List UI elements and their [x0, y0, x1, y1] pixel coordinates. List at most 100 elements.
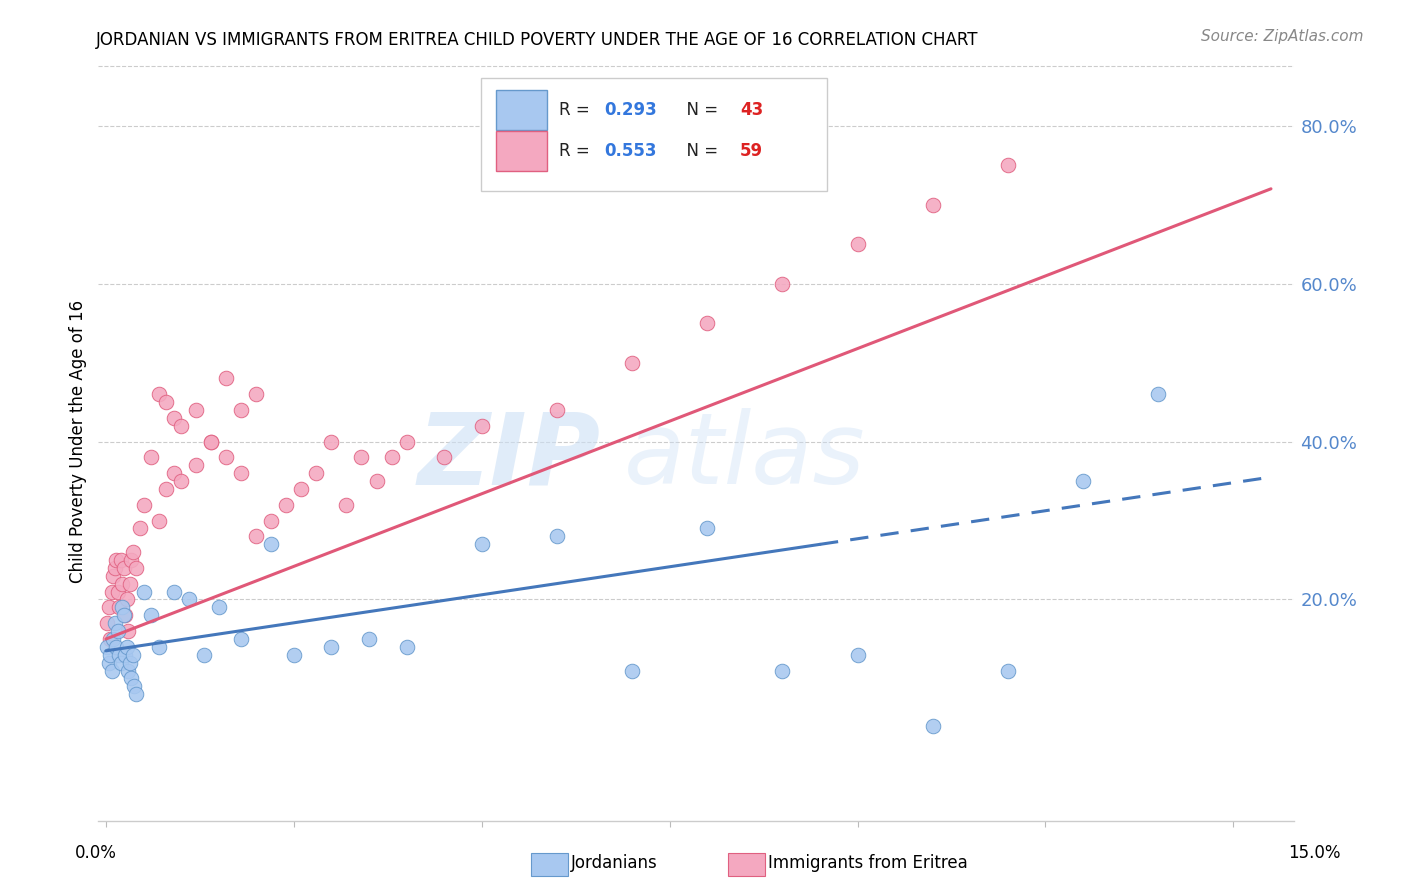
- Point: [118, 576, 141, 591]
- Point: [357, 632, 380, 646]
- FancyBboxPatch shape: [496, 131, 547, 171]
- Text: ZIP: ZIP: [418, 409, 600, 505]
- Point: [110, 553, 132, 567]
- Point: [121, 553, 143, 567]
- Point: [395, 434, 418, 449]
- Point: [321, 640, 343, 654]
- Point: [105, 553, 128, 567]
- FancyBboxPatch shape: [481, 78, 828, 191]
- Point: [114, 648, 136, 662]
- Point: [103, 632, 125, 646]
- Point: [335, 498, 357, 512]
- Point: [148, 640, 170, 654]
- Point: [96, 640, 118, 654]
- Text: R =: R =: [558, 142, 595, 161]
- Point: [111, 576, 134, 591]
- Point: [366, 474, 388, 488]
- Point: [921, 197, 943, 211]
- Point: [110, 656, 132, 670]
- Point: [245, 387, 267, 401]
- Point: [208, 600, 231, 615]
- Point: [103, 569, 125, 583]
- Text: JORDANIAN VS IMMIGRANTS FROM ERITREA CHILD POVERTY UNDER THE AGE OF 16 CORRELATI: JORDANIAN VS IMMIGRANTS FROM ERITREA CHI…: [96, 31, 979, 49]
- Point: [122, 545, 145, 559]
- Point: [107, 584, 129, 599]
- Point: [215, 450, 238, 465]
- Point: [101, 584, 124, 599]
- Point: [471, 418, 494, 433]
- Point: [111, 600, 134, 615]
- Point: [231, 403, 253, 417]
- Point: [107, 624, 129, 639]
- Point: [162, 410, 184, 425]
- Text: R =: R =: [558, 101, 595, 120]
- Point: [148, 514, 170, 528]
- Y-axis label: Child Poverty Under the Age of 16: Child Poverty Under the Age of 16: [69, 300, 87, 583]
- Point: [546, 403, 568, 417]
- Point: [118, 656, 141, 670]
- Point: [177, 592, 200, 607]
- Point: [200, 434, 222, 449]
- Point: [132, 584, 155, 599]
- Point: [162, 466, 184, 480]
- Point: [170, 418, 193, 433]
- Point: [170, 474, 193, 488]
- Point: [276, 498, 298, 512]
- Point: [621, 664, 644, 678]
- Point: [112, 561, 135, 575]
- Point: [184, 458, 207, 473]
- Point: [200, 434, 222, 449]
- FancyBboxPatch shape: [496, 90, 547, 130]
- Point: [105, 640, 128, 654]
- Text: 59: 59: [740, 142, 763, 161]
- Point: [380, 450, 402, 465]
- Point: [115, 592, 138, 607]
- Point: [321, 434, 343, 449]
- Point: [231, 466, 253, 480]
- Point: [770, 664, 793, 678]
- Point: [997, 158, 1019, 172]
- Point: [350, 450, 373, 465]
- Point: [155, 395, 177, 409]
- Point: [124, 679, 146, 693]
- Point: [100, 648, 122, 662]
- Point: [621, 355, 644, 369]
- Point: [193, 648, 215, 662]
- Point: [546, 529, 568, 543]
- Point: [215, 371, 238, 385]
- Point: [104, 616, 127, 631]
- Point: [184, 403, 207, 417]
- Point: [101, 664, 124, 678]
- Text: N =: N =: [676, 142, 723, 161]
- Point: [122, 648, 145, 662]
- Point: [128, 521, 150, 535]
- Point: [117, 664, 139, 678]
- Text: 15.0%: 15.0%: [1288, 844, 1341, 862]
- Point: [148, 387, 170, 401]
- Point: [125, 687, 148, 701]
- Point: [696, 521, 718, 535]
- Point: [305, 466, 328, 480]
- Point: [1071, 474, 1094, 488]
- Point: [471, 537, 494, 551]
- Text: 0.0%: 0.0%: [75, 844, 117, 862]
- Point: [112, 608, 135, 623]
- Point: [260, 537, 283, 551]
- Point: [108, 648, 131, 662]
- Point: [290, 482, 312, 496]
- Point: [100, 632, 122, 646]
- Point: [139, 450, 162, 465]
- Point: [846, 237, 869, 252]
- Point: [770, 277, 793, 291]
- Text: 0.553: 0.553: [605, 142, 657, 161]
- Point: [97, 656, 120, 670]
- Point: [139, 608, 162, 623]
- Point: [245, 529, 267, 543]
- Point: [115, 640, 138, 654]
- Point: [114, 608, 136, 623]
- Point: [260, 514, 283, 528]
- Point: [132, 498, 155, 512]
- Text: 43: 43: [740, 101, 763, 120]
- Point: [395, 640, 418, 654]
- Point: [997, 664, 1019, 678]
